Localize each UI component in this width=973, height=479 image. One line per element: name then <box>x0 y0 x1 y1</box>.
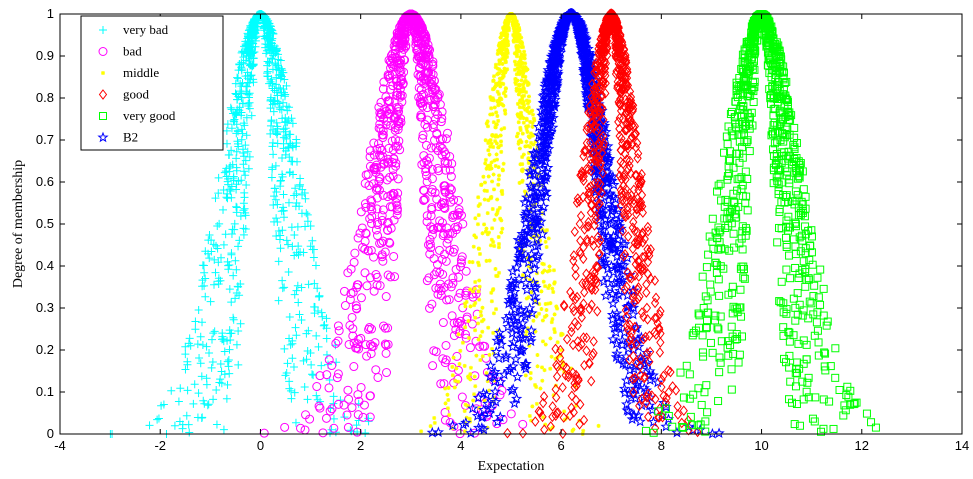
series-good-points <box>503 8 702 439</box>
legend-box <box>80 15 224 151</box>
legend-label: very good <box>123 108 176 123</box>
x-tick-label: 12 <box>855 438 869 453</box>
x-tick-label: -2 <box>154 438 166 453</box>
legend-item-bad: bad <box>98 44 142 59</box>
legend-item-very-bad: very bad <box>99 22 169 37</box>
series-very-good-points <box>641 10 880 437</box>
legend: very bad bad middle good very good B2 <box>80 15 224 151</box>
y-axis-label: Degree of membership <box>11 160 26 288</box>
series-very-bad-points <box>106 10 373 438</box>
legend-item-B2: B2 <box>97 130 138 145</box>
axis-ticks: -4 -2 0 2 4 6 8 10 12 14 0 0.1 0.2 0.3 0.4 0.5 0.6 0.7 0.8… <box>36 6 969 453</box>
x-tick-label: 0 <box>257 438 264 453</box>
legend-item-good: good <box>98 87 150 102</box>
legend-item-very-good: very good <box>99 108 176 123</box>
data-points <box>106 8 880 439</box>
x-tick-label: 4 <box>457 438 464 453</box>
y-tick-label: 0.7 <box>36 132 54 147</box>
y-tick-label: 0.2 <box>36 342 54 357</box>
x-tick-label: 14 <box>955 438 969 453</box>
y-tick-label: 0.4 <box>36 258 54 273</box>
y-tick-label: 0 <box>47 426 54 441</box>
legend-label: bad <box>123 44 142 59</box>
y-tick-label: 0.3 <box>36 300 54 315</box>
legend-label: very bad <box>123 22 169 37</box>
legend-label: B2 <box>123 130 138 145</box>
x-tick-label: 6 <box>557 438 564 453</box>
x-tick-label: 10 <box>754 438 768 453</box>
legend-label: good <box>123 87 150 102</box>
y-tick-label: 1 <box>47 6 54 21</box>
series-middle-points <box>419 12 601 436</box>
y-tick-label: 0.9 <box>36 48 54 63</box>
y-tick-label: 0.5 <box>36 216 54 231</box>
x-axis-label: Expectation <box>478 459 545 474</box>
series-B2-points <box>426 8 725 439</box>
legend-label: middle <box>123 65 159 80</box>
y-tick-label: 0.6 <box>36 174 54 189</box>
legend-item-middle: middle <box>101 65 159 80</box>
x-tick-label: -4 <box>54 438 66 453</box>
y-tick-label: 0.1 <box>36 384 54 399</box>
y-tick-label: 0.8 <box>36 90 54 105</box>
x-tick-label: 8 <box>658 438 665 453</box>
x-tick-label: 2 <box>357 438 364 453</box>
